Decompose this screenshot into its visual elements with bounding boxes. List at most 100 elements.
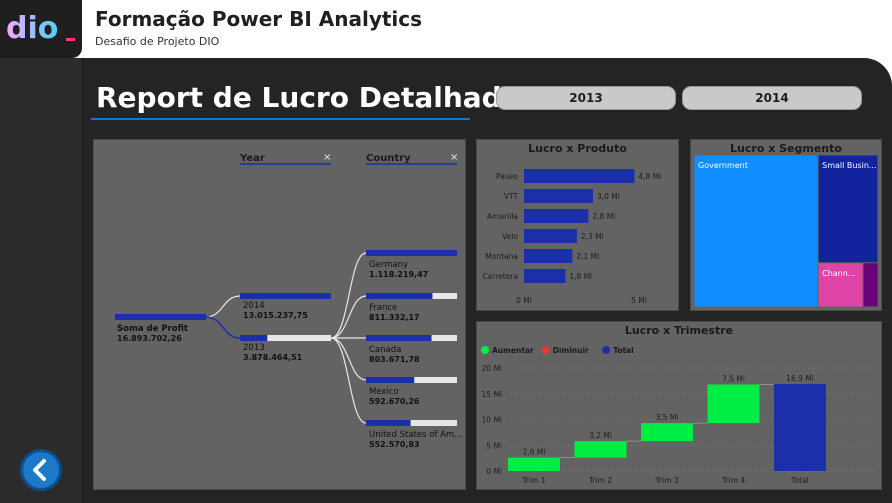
data-label: 3,0 Mi [597, 192, 620, 201]
legend-label: Aumentar [492, 346, 534, 355]
node-bar-fill [366, 250, 457, 256]
x-tick-label: Trim 3 [654, 476, 678, 485]
bar[interactable] [524, 269, 566, 283]
bar[interactable] [524, 229, 577, 243]
legend-marker [602, 346, 611, 354]
slicer-year-2013[interactable]: 2013 [496, 86, 676, 110]
legend-label: Diminuir [553, 346, 589, 355]
legend-label: Total [613, 346, 634, 355]
dio-logo: dio [0, 0, 82, 58]
close-country-icon[interactable]: × [450, 152, 458, 163]
node-bar-fill [366, 335, 432, 341]
node-value: 1.118.219,47 [369, 270, 428, 279]
decomposition-tree: Year × Country × Soma de Profit 16.893.7… [93, 139, 466, 490]
legend-marker [481, 346, 489, 354]
bar[interactable] [524, 209, 589, 223]
node-value: 592.670,26 [369, 397, 420, 406]
node-bar-fill [366, 377, 415, 383]
app-title: Formação Power BI Analytics [95, 7, 423, 31]
x-tick-label: Trim 4 [721, 476, 745, 485]
data-label: 1,8 Mi [569, 272, 592, 281]
waterfall-bar[interactable] [508, 457, 560, 471]
waterfall-bar[interactable] [707, 384, 760, 424]
node-bar-fill [366, 420, 411, 426]
tile-label: Chann... [822, 269, 855, 278]
close-year-icon[interactable]: × [323, 152, 331, 163]
chart-lucro-trimestre: Lucro x Trimestre Aumentar Diminuir Total 0… [476, 321, 882, 490]
data-label: 3,5 Mi [656, 413, 679, 422]
category-label: Velo [502, 232, 518, 241]
data-label: 3,2 Mi [589, 431, 612, 440]
x-tick-label: Trim 1 [521, 476, 545, 485]
node-label: 2013 [243, 343, 265, 353]
treemap-tile[interactable] [818, 263, 863, 307]
category-label: Carretera [482, 272, 518, 281]
bar[interactable] [524, 249, 573, 263]
waterfall-bar[interactable] [641, 423, 693, 442]
node-value: 803.671,78 [369, 355, 420, 364]
node-label: Canada [369, 345, 401, 355]
tile-label: Government [698, 161, 748, 170]
x-tick-label: Total [790, 476, 809, 485]
data-label: 2,1 Mi [576, 252, 599, 261]
data-label: 16,9 Mi [786, 374, 814, 383]
back-button[interactable] [20, 449, 62, 491]
node-bar-track [366, 420, 457, 426]
chart-lucro-segmento: Lucro x Segmento Government Small Busin..… [690, 139, 882, 311]
tree-node-root[interactable]: Soma de Profit 16.893.702,26 [115, 314, 206, 343]
x-tick-label: Trim 2 [588, 476, 612, 485]
category-label: Paseo [496, 172, 518, 181]
node-bar-track [240, 335, 331, 341]
y-tick-label: 0 Mi [486, 467, 502, 476]
tree-node-country[interactable]: United States of Am...552.570,83 [366, 420, 462, 449]
bar[interactable] [524, 189, 593, 203]
node-value: 3.878.464,51 [243, 353, 303, 362]
legend-marker [541, 346, 550, 354]
slicer-year-2014[interactable]: 2014 [682, 86, 862, 110]
y-tick-label: 15 Mi [482, 390, 502, 399]
category-label: Amarilla [487, 212, 518, 221]
node-bar-fill [240, 335, 268, 341]
treemap-tile[interactable] [818, 155, 878, 263]
chart-lucro-produto: Lucro x Produto Paseo 4,8 Mi VTT 3,0 Mi Amar… [476, 139, 679, 311]
treemap-tile[interactable] [694, 155, 818, 307]
x-tick-label: 0 Mi [516, 296, 532, 305]
data-label: 2,3 Mi [581, 232, 604, 241]
tile-label: Small Busin... [822, 161, 876, 170]
x-tick-label: 5 Mi [631, 296, 647, 305]
node-label: France [369, 303, 397, 313]
level-header-country: Country [366, 153, 411, 164]
y-tick-label: 10 Mi [482, 416, 502, 425]
node-label: Germany [369, 260, 408, 270]
y-tick-label: 5 Mi [486, 441, 502, 450]
tree-connectors [205, 252, 367, 424]
level-header-year: Year [239, 153, 265, 164]
node-value: 811.332,17 [369, 313, 420, 322]
report-title: Report de Lucro Detalhado [96, 81, 521, 114]
chart-title: Lucro x Trimestre [624, 324, 734, 337]
waterfall-bar[interactable] [574, 441, 627, 458]
title-underline [91, 118, 470, 120]
data-label: 7,5 Mi [722, 374, 745, 383]
logo-text: dio [6, 11, 58, 46]
chart-title: Lucro x Segmento [730, 142, 842, 155]
treemap-tile[interactable] [863, 263, 878, 307]
node-label: 2014 [243, 301, 265, 311]
data-label: 2,6 Mi [523, 448, 546, 457]
sidebar [0, 58, 83, 503]
bar[interactable] [524, 169, 635, 183]
node-bar-fill [366, 293, 433, 299]
waterfall-bar[interactable] [774, 383, 826, 471]
chart-title: Lucro x Produto [528, 142, 627, 155]
category-label: VTT [504, 192, 519, 201]
svg-text:16.893.702,26: 16.893.702,26 [117, 334, 182, 343]
data-label: 2,8 Mi [592, 212, 615, 221]
y-tick-label: 20 Mi [482, 364, 502, 373]
data-label: 4,8 Mi [638, 172, 661, 181]
